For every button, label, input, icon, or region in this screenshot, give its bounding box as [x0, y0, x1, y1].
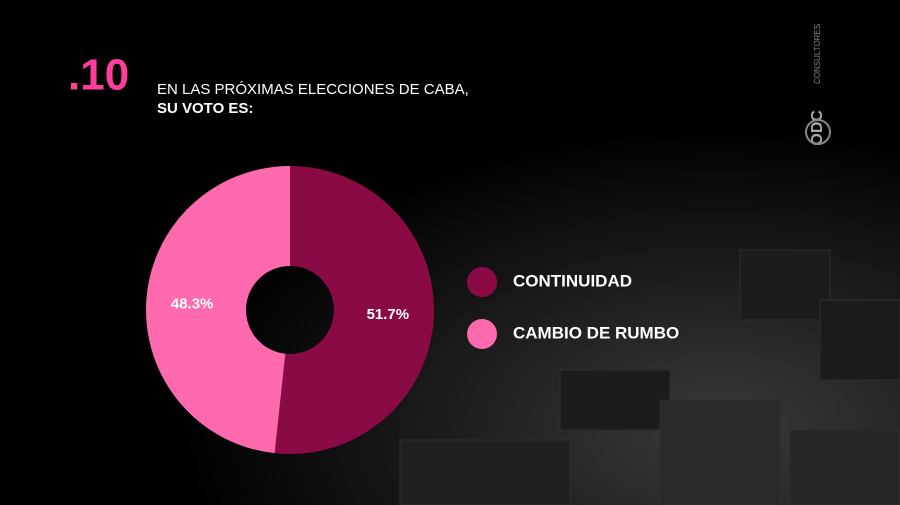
- legend-label: CONTINUIDAD: [513, 271, 632, 290]
- logo: ODC CONSULTORES: [809, 24, 826, 146]
- slice-label: 48.3%: [171, 296, 214, 313]
- cube: [559, 369, 671, 431]
- legend-swatch: [467, 319, 497, 349]
- cube: [789, 429, 900, 505]
- cube: [659, 399, 781, 505]
- legend-label: CAMBIO DE RUMBO: [513, 323, 679, 342]
- cube: [819, 299, 900, 381]
- cube: [399, 439, 571, 505]
- slice: [145, 166, 290, 454]
- cube: [739, 249, 831, 321]
- subtitle: EN LAS PRÓXIMAS ELECCIONES DE CABA,: [157, 81, 469, 98]
- subtitle: SU VOTO ES:: [157, 100, 253, 117]
- slice: [274, 166, 434, 454]
- cubes: [399, 249, 900, 505]
- legend-swatch: [467, 267, 497, 297]
- logo-name: ODC: [809, 110, 826, 146]
- logo-emblem: [805, 119, 831, 145]
- slice-label: 51.7%: [367, 306, 410, 323]
- slide-number: .10: [68, 51, 129, 100]
- logo-tagline: CONSULTORES: [813, 24, 822, 84]
